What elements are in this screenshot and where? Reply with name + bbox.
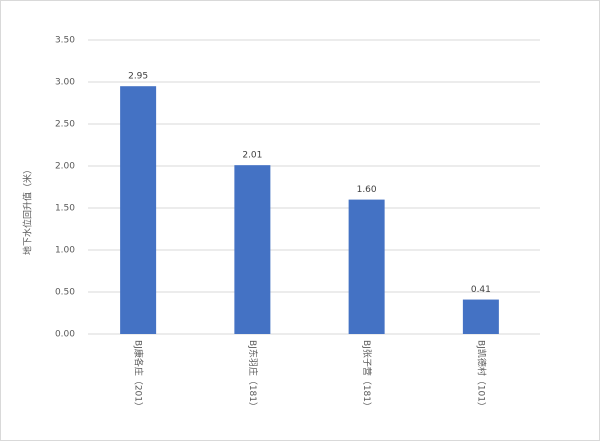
x-tick-label: BJ东羽庄（181） [247,340,259,411]
bar [234,165,271,334]
y-tick-label: 0.50 [55,288,75,298]
bar [348,199,385,334]
y-tick-label: 0.00 [55,330,75,340]
value-label: 2.95 [128,72,148,82]
x-tick-label: BJ凯德村（101） [475,340,487,411]
bar [120,86,157,334]
y-tick-label: 1.00 [55,246,75,256]
x-tick-label: BJ张子营（181） [361,340,373,411]
y-tick-label: 2.50 [55,120,75,130]
y-tick-label: 3.00 [55,78,75,88]
bar [462,299,499,334]
y-tick-label: 2.00 [55,162,75,172]
value-label: 0.41 [471,285,491,295]
x-tick-label: BJ康各庄（201） [133,340,145,411]
value-label: 2.01 [242,151,262,161]
value-label: 1.60 [357,185,377,195]
y-axis-label: 地下水位回升值（米） [22,165,34,255]
y-tick-label: 3.50 [55,36,75,46]
y-tick-label: 1.50 [55,204,75,214]
